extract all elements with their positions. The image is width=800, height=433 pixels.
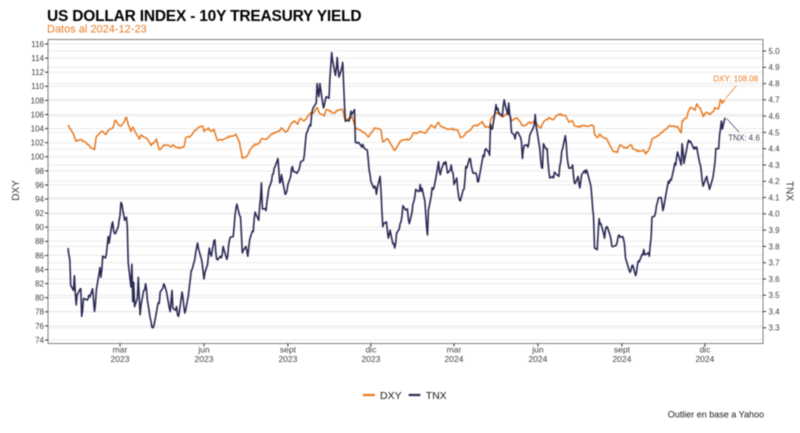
- svg-text:108: 108: [31, 96, 45, 105]
- svg-text:102: 102: [31, 139, 45, 148]
- svg-text:3.7: 3.7: [769, 259, 781, 268]
- svg-text:84: 84: [35, 265, 44, 274]
- svg-text:DXY: DXY: [380, 390, 402, 402]
- svg-text:2024: 2024: [528, 354, 547, 364]
- svg-text:90: 90: [35, 223, 44, 232]
- svg-text:mar: mar: [113, 345, 128, 355]
- svg-text:4.4: 4.4: [769, 145, 781, 154]
- svg-text:3.3: 3.3: [769, 324, 781, 333]
- svg-text:4.0: 4.0: [769, 210, 781, 219]
- svg-text:100: 100: [31, 153, 45, 162]
- svg-text:TNX: 4.6: TNX: 4.6: [728, 134, 760, 143]
- svg-text:4.6: 4.6: [769, 112, 781, 121]
- svg-text:2024: 2024: [445, 354, 464, 364]
- svg-text:112: 112: [31, 68, 44, 77]
- svg-text:2024: 2024: [695, 354, 714, 364]
- svg-text:sept: sept: [280, 345, 297, 355]
- svg-text:TNX: TNX: [784, 181, 795, 201]
- svg-text:2024: 2024: [612, 354, 631, 364]
- svg-text:3.5: 3.5: [769, 291, 781, 300]
- svg-text:4.3: 4.3: [769, 161, 781, 170]
- svg-text:dic: dic: [699, 345, 711, 355]
- svg-text:4.9: 4.9: [769, 63, 781, 72]
- svg-text:78: 78: [35, 308, 44, 317]
- svg-text:4.8: 4.8: [769, 80, 781, 89]
- svg-text:4.1: 4.1: [769, 193, 781, 202]
- svg-text:DXY: DXY: [11, 180, 22, 201]
- svg-text:2023: 2023: [361, 354, 380, 364]
- svg-text:Outlier en base a Yahoo: Outlier en base a Yahoo: [668, 410, 764, 420]
- svg-text:86: 86: [35, 251, 44, 260]
- svg-text:2023: 2023: [111, 354, 130, 364]
- svg-text:mar: mar: [447, 345, 462, 355]
- svg-text:2023: 2023: [195, 354, 214, 364]
- svg-text:3.8: 3.8: [769, 242, 781, 251]
- svg-text:116: 116: [31, 40, 44, 49]
- svg-text:98: 98: [35, 167, 44, 176]
- svg-text:3.4: 3.4: [769, 307, 781, 316]
- svg-text:82: 82: [35, 280, 44, 289]
- svg-text:4.5: 4.5: [769, 128, 781, 137]
- svg-text:sept: sept: [614, 345, 631, 355]
- svg-text:2023: 2023: [278, 354, 297, 364]
- svg-text:106: 106: [31, 110, 45, 119]
- svg-text:jun: jun: [197, 345, 210, 355]
- svg-text:88: 88: [35, 237, 44, 246]
- svg-text:110: 110: [31, 82, 44, 91]
- svg-text:4.2: 4.2: [769, 177, 781, 186]
- svg-text:80: 80: [35, 294, 44, 303]
- svg-text:TNX: TNX: [426, 390, 447, 402]
- svg-text:jun: jun: [531, 345, 544, 355]
- svg-text:5.0: 5.0: [769, 47, 781, 56]
- svg-text:DXY: 108.08: DXY: 108.08: [713, 75, 758, 84]
- svg-text:3.6: 3.6: [769, 275, 781, 284]
- svg-text:dic: dic: [365, 345, 377, 355]
- svg-text:104: 104: [31, 125, 45, 134]
- svg-text:76: 76: [35, 322, 44, 331]
- svg-text:Datos al 2024-12-23: Datos al 2024-12-23: [47, 24, 147, 36]
- svg-text:94: 94: [35, 195, 44, 204]
- svg-text:3.9: 3.9: [769, 226, 781, 235]
- svg-text:4.7: 4.7: [769, 96, 781, 105]
- svg-text:96: 96: [35, 181, 44, 190]
- svg-text:114: 114: [31, 54, 44, 63]
- svg-text:74: 74: [35, 336, 44, 345]
- svg-text:92: 92: [35, 209, 44, 218]
- svg-text:US DOLLAR INDEX - 10Y TREASURY: US DOLLAR INDEX - 10Y TREASURY YIELD: [47, 8, 361, 25]
